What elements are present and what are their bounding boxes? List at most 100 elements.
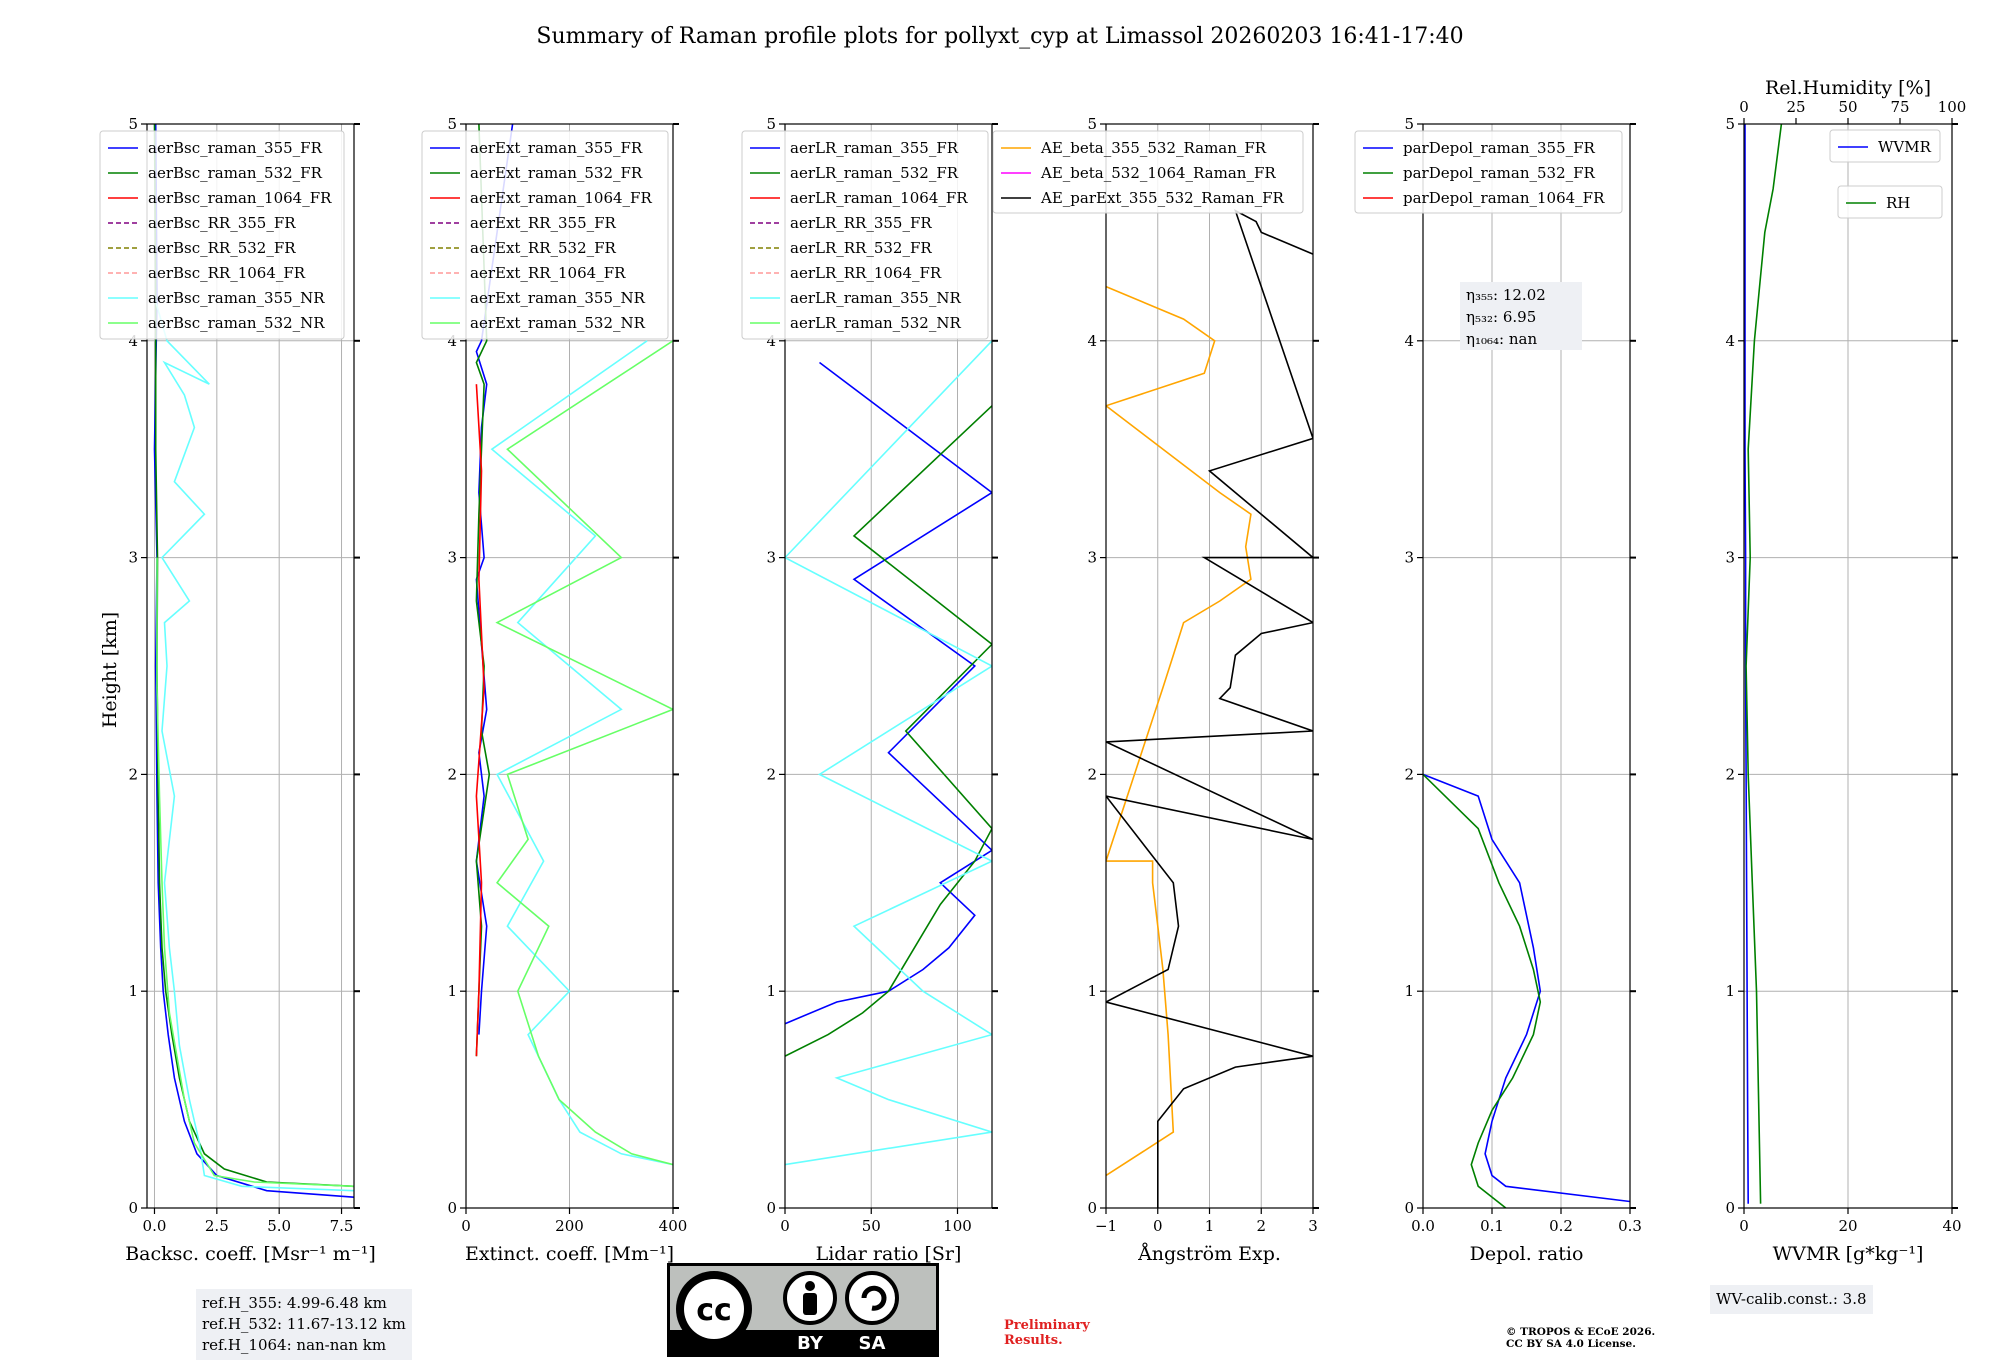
x-tick-label: 3	[1308, 1217, 1318, 1235]
x-tick-label: 0.3	[1618, 1217, 1642, 1235]
annotation-box	[1460, 282, 1582, 350]
legend-entry: aerExt_RR_532_FR	[470, 239, 617, 257]
y-tick-label: 1	[766, 982, 776, 1000]
legend-entry: RH	[1886, 194, 1910, 212]
legend: AE_beta_355_532_Raman_FR AE_beta_532_1064…	[992, 130, 1304, 214]
legend-entry: aerBsc_raman_1064_FR	[148, 189, 332, 207]
x-tick-label: 400	[659, 1217, 688, 1235]
x-axis-label: Ångström Exp.	[1137, 1243, 1281, 1265]
y-tick-label: 2	[1725, 765, 1735, 783]
x-tick-label: 100	[943, 1217, 972, 1235]
y-tick-label: 0	[1404, 1199, 1414, 1217]
x-tick-label: 2.5	[205, 1217, 229, 1235]
legend-entry: aerExt_raman_532_FR	[470, 164, 643, 182]
ref-height-355: ref.H_355: 4.99-6.48 km	[202, 1294, 387, 1312]
y-tick-label: 3	[1404, 549, 1414, 567]
legend-entry: parDepol_raman_1064_FR	[1403, 189, 1605, 207]
y-tick-label: 3	[1087, 549, 1097, 567]
by-person-body	[803, 1293, 817, 1315]
y-tick-label: 2	[1087, 765, 1097, 783]
series-line-aerBsc_raman_532_NR	[156, 557, 354, 1188]
panel-backscatter: 0.0 2.5 5.0 7.5 0 1 2 3 4 5 Backsc. coeff. [Msr⁻¹ …	[99, 115, 376, 1265]
y-tick-label: 1	[128, 982, 138, 1000]
x-tick-label: 7.5	[330, 1217, 354, 1235]
y-tick-label: 3	[1725, 549, 1735, 567]
legend-entry: aerExt_raman_355_NR	[470, 289, 646, 307]
series-line-aerExt_raman_355_NR	[490, 340, 673, 1166]
legend-entry: aerBsc_raman_532_NR	[148, 314, 325, 332]
by-person-head	[805, 1281, 815, 1291]
x-tick-label: 0	[780, 1217, 790, 1235]
copyright-note: © TROPOS & ECoE 2026. CC BY SA 4.0 Licen…	[1506, 1326, 1655, 1350]
eta-value: η₅₃₂: 6.95	[1466, 308, 1536, 326]
y-tick-label: 3	[447, 549, 457, 567]
legend-entry: aerExt_raman_355_FR	[470, 139, 643, 157]
y-tick-label: 0	[1725, 1199, 1735, 1217]
x-axis-label: WVMR [g*kg⁻¹]	[1773, 1243, 1924, 1265]
legend-entry: parDepol_raman_355_FR	[1403, 139, 1596, 157]
x-tick-label: 0.1	[1480, 1217, 1504, 1235]
panel-extinction: 0 200 400 0 1 2 3 4 5 Extinct. coeff. [Mm⁻¹] aerEx…	[421, 115, 688, 1265]
sa-share-icon	[845, 1271, 899, 1325]
legend-entry: AE_beta_355_532_Raman_FR	[1040, 139, 1267, 157]
y-tick-label: 0	[447, 1199, 457, 1217]
series-line-aerBsc_raman_532_FR	[153, 124, 354, 1188]
series-line-aerLR_raman_532_FR	[785, 405, 992, 1057]
sa-label: SA	[859, 1333, 886, 1354]
legend-box	[1837, 185, 1943, 219]
y-tick-label: 0	[766, 1199, 776, 1217]
legend: aerLR_raman_355_FR aerLR_raman_532_FR aerL…	[741, 130, 989, 340]
y-tick-label: 2	[447, 765, 457, 783]
wv-calibration-text: WV-calib.const.: 3.8	[1716, 1290, 1867, 1308]
panel-depol: 0.0 0.1 0.2 0.3 0 1 2 3 4 5 Depol. ratio parDepol_r…	[1354, 115, 1642, 1265]
legend-box	[992, 130, 1304, 214]
preliminary-line-2: Results.	[1004, 1333, 1063, 1348]
y-tick-label: 4	[128, 332, 138, 350]
y-tick-label: 5	[1087, 115, 1097, 133]
y-tick-label: 4	[447, 332, 457, 350]
series-line-AE_beta_355_532_Raman_FR	[1106, 285, 1252, 1177]
legend-entry: aerLR_raman_532_NR	[790, 314, 961, 332]
legend: parDepol_raman_355_FR parDepol_raman_532_…	[1354, 130, 1623, 214]
top-x-tick-label: 0	[1739, 98, 1749, 116]
eta-value: η₃₅₅: 12.02	[1466, 286, 1546, 304]
legend-box	[1829, 129, 1941, 163]
x-tick-label: 0	[1739, 1217, 1749, 1235]
legend-entry: aerBsc_raman_355_NR	[148, 289, 325, 307]
legend-entry: AE_beta_532_1064_Raman_FR	[1040, 164, 1276, 182]
y-tick-label: 5	[1404, 115, 1414, 133]
legend-entry: aerBsc_RR_355_FR	[148, 214, 296, 232]
series-line-parDepol_raman_355_FR	[1423, 773, 1630, 1203]
legend-entry: aerBsc_RR_1064_FR	[148, 264, 306, 282]
legend-entry: aerLR_RR_355_FR	[790, 214, 932, 232]
y-tick-label: 4	[1725, 332, 1735, 350]
y-axis-label: Height [km]	[99, 612, 121, 728]
x-tick-label: 2	[1256, 1217, 1266, 1235]
x-tick-label: 0.0	[1411, 1217, 1435, 1235]
legend: WVMR	[1829, 129, 1941, 163]
x-tick-label: 40	[1942, 1217, 1961, 1235]
legend-entry: aerLR_raman_532_FR	[790, 164, 959, 182]
top-x-tick-label: 25	[1786, 98, 1805, 116]
x-tick-label: 5.0	[267, 1217, 291, 1235]
series-line-parDepol_raman_532_FR	[1423, 773, 1542, 1208]
reference-heights-box: ref.H_355: 4.99-6.48 km ref.H_532: 11.67…	[196, 1289, 412, 1360]
legend-entry: aerLR_raman_355_NR	[790, 289, 961, 307]
plot-frame	[1422, 123, 1631, 1209]
y-tick-label: 3	[128, 549, 138, 567]
y-tick-label: 4	[1404, 332, 1414, 350]
copyright-line-1: © TROPOS & ECoE 2026.	[1506, 1326, 1656, 1338]
cc-logo-icon	[684, 1279, 744, 1339]
legend-box	[1354, 130, 1623, 214]
y-tick-label: 0	[128, 1199, 138, 1217]
plot-frame	[784, 123, 993, 1209]
top-x-tick-label: 75	[1890, 98, 1909, 116]
y-tick-label: 1	[1404, 982, 1414, 1000]
y-tick-label: 5	[447, 115, 457, 133]
ref-height-1064: ref.H_1064: nan-nan km	[202, 1336, 387, 1354]
legend-box	[99, 130, 345, 340]
legend-entry: aerLR_raman_355_FR	[790, 139, 959, 157]
legend-entry: aerBsc_raman_355_FR	[148, 139, 323, 157]
y-tick-label: 5	[1725, 115, 1735, 133]
